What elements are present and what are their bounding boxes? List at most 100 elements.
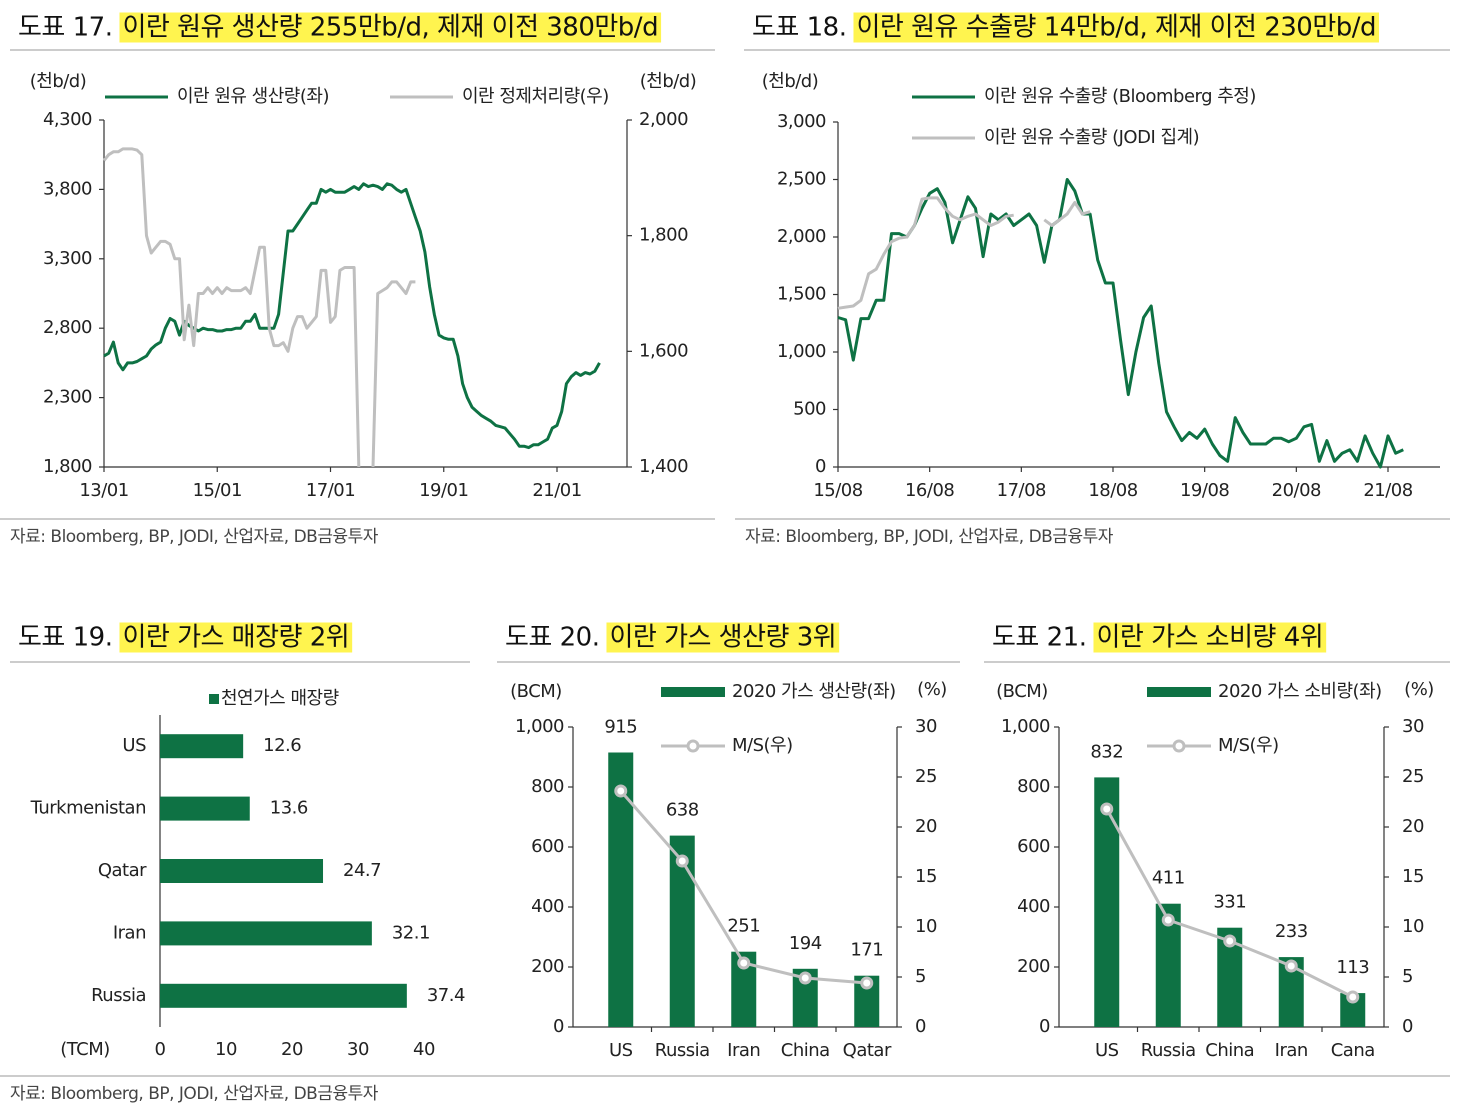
title-highlight (1093, 622, 1327, 653)
y2-tick-label: 5 (915, 966, 926, 987)
y-axis-label: (BCM) (996, 681, 1048, 702)
bar (160, 796, 250, 821)
line-point (614, 784, 628, 798)
value-label: 331 (1213, 892, 1246, 913)
value-label: 13.6 (270, 798, 308, 819)
x-tick-label: US (609, 1040, 633, 1061)
line-point (860, 976, 874, 990)
x-tick-label: 16/08 (905, 480, 954, 501)
line-point (737, 956, 751, 970)
y-tick-label: 2,300 (43, 387, 92, 408)
x-tick-label: Russia (1141, 1040, 1196, 1061)
y2-tick-label: 25 (915, 766, 937, 787)
series-line (837, 196, 1091, 310)
chart-title: 이란 원유 수출량 14만b/d, 제재 이전 230만b/d (856, 13, 1376, 43)
category-label: US (122, 735, 146, 756)
y-tick-label: 400 (1017, 896, 1050, 917)
bar (160, 983, 407, 1008)
y-tick-label: 0 (1039, 1016, 1050, 1037)
value-label: 37.4 (427, 985, 465, 1006)
legend-label: 천연가스 매장량 (221, 688, 339, 709)
line-point (675, 854, 689, 868)
source: 자료: Bloomberg, BP, JODI, 산업자료, DB금융투자 (10, 1084, 379, 1104)
x-tick-label: 30 (347, 1039, 369, 1060)
y-tick-label: 1,000 (1001, 716, 1050, 737)
x-tick-label: Qatar (843, 1040, 892, 1061)
y2-tick-label: 30 (915, 716, 937, 737)
legend-label: M/S(우) (732, 735, 793, 756)
x-tick-label: 15/08 (813, 480, 862, 501)
x-tick-label: 20 (281, 1039, 303, 1060)
x-tick-label: 21/08 (1363, 480, 1412, 501)
y-axis-label: (천b/d) (30, 71, 87, 92)
y2-tick-label: 20 (915, 816, 937, 837)
x-tick-label: 17/01 (306, 480, 355, 501)
bar (160, 734, 244, 759)
y2-tick-label: 0 (915, 1016, 926, 1037)
y2-tick-label: 15 (1402, 866, 1424, 887)
x-tick-label: 19/01 (419, 480, 468, 501)
value-label: 251 (727, 916, 760, 937)
value-label: 638 (666, 800, 699, 821)
y-tick-label: 2,500 (777, 169, 826, 190)
category-label: Iran (113, 922, 146, 943)
y-tick-label: 600 (1017, 836, 1050, 857)
y2-tick-label: 10 (915, 916, 937, 937)
y-axis-label: (BCM) (510, 681, 562, 702)
y2-tick-label: 10 (1402, 916, 1424, 937)
series-line (102, 147, 416, 468)
category-label: Qatar (98, 860, 147, 881)
chart-title: 이란 가스 매장량 2위 (122, 623, 349, 653)
title-highlight (119, 12, 662, 43)
legend-label: 2020 가스 생산량(좌) (732, 681, 896, 702)
x-tick-label: 21/01 (532, 480, 581, 501)
x-tick-label: Iran (727, 1040, 760, 1061)
value-label: 24.7 (343, 860, 381, 881)
y2-tick-label: 20 (1402, 816, 1424, 837)
chart-title: 이란 가스 생산량 3위 (609, 623, 836, 653)
y2-tick-label: 2,000 (639, 109, 688, 130)
x-tick-label: Iran (1275, 1040, 1308, 1061)
legend-label: 이란 원유 수출량 (JODI 집계) (984, 127, 1199, 148)
line-point (1161, 913, 1175, 927)
legend-label: M/S(우) (1218, 735, 1279, 756)
x-tick-label: 0 (155, 1039, 166, 1060)
legend-label: 2020 가스 소비량(좌) (1218, 681, 1382, 702)
y-tick-label: 1,800 (43, 456, 92, 477)
legend-label: 이란 원유 생산량(좌) (177, 86, 329, 107)
value-label: 832 (1090, 741, 1123, 762)
x-tick-label: US (1095, 1040, 1119, 1061)
x-tick-label: 13/01 (79, 480, 128, 501)
y-tick-label: 3,000 (777, 111, 826, 132)
line-point (1346, 990, 1360, 1004)
y-tick-label: 200 (1017, 956, 1050, 977)
x-tick-label: 40 (413, 1039, 435, 1060)
y-tick-label: 1,000 (777, 341, 826, 362)
value-label: 194 (789, 933, 822, 954)
y-tick-label: 0 (553, 1016, 564, 1037)
value-label: 32.1 (392, 922, 430, 943)
title-number: 도표 20. (505, 623, 599, 653)
y2-tick-label: 1,400 (639, 456, 688, 477)
x-tick-label: 15/01 (193, 480, 242, 501)
y2-tick-label: 15 (915, 866, 937, 887)
y2-tick-label: 1,800 (639, 225, 688, 246)
series-line (103, 182, 601, 450)
y2-axis-label: (천b/d) (640, 71, 697, 92)
y-axis-label: (천b/d) (762, 71, 819, 92)
y-tick-label: 200 (531, 956, 564, 977)
legend-swatch (209, 694, 219, 704)
y-tick-label: 0 (815, 456, 826, 477)
source: 자료: Bloomberg, BP, JODI, 산업자료, DB금융투자 (745, 527, 1114, 547)
y-tick-label: 3,800 (43, 178, 92, 199)
title-highlight (606, 622, 840, 653)
line-point (1223, 934, 1237, 948)
legend-label: 이란 정제처리량(우) (462, 86, 609, 107)
bar (160, 921, 372, 946)
series-line (837, 178, 1404, 469)
legend-marker (686, 739, 700, 753)
x-tick-label: China (781, 1040, 830, 1061)
y-tick-label: 800 (1017, 776, 1050, 797)
title-highlight (119, 622, 353, 653)
